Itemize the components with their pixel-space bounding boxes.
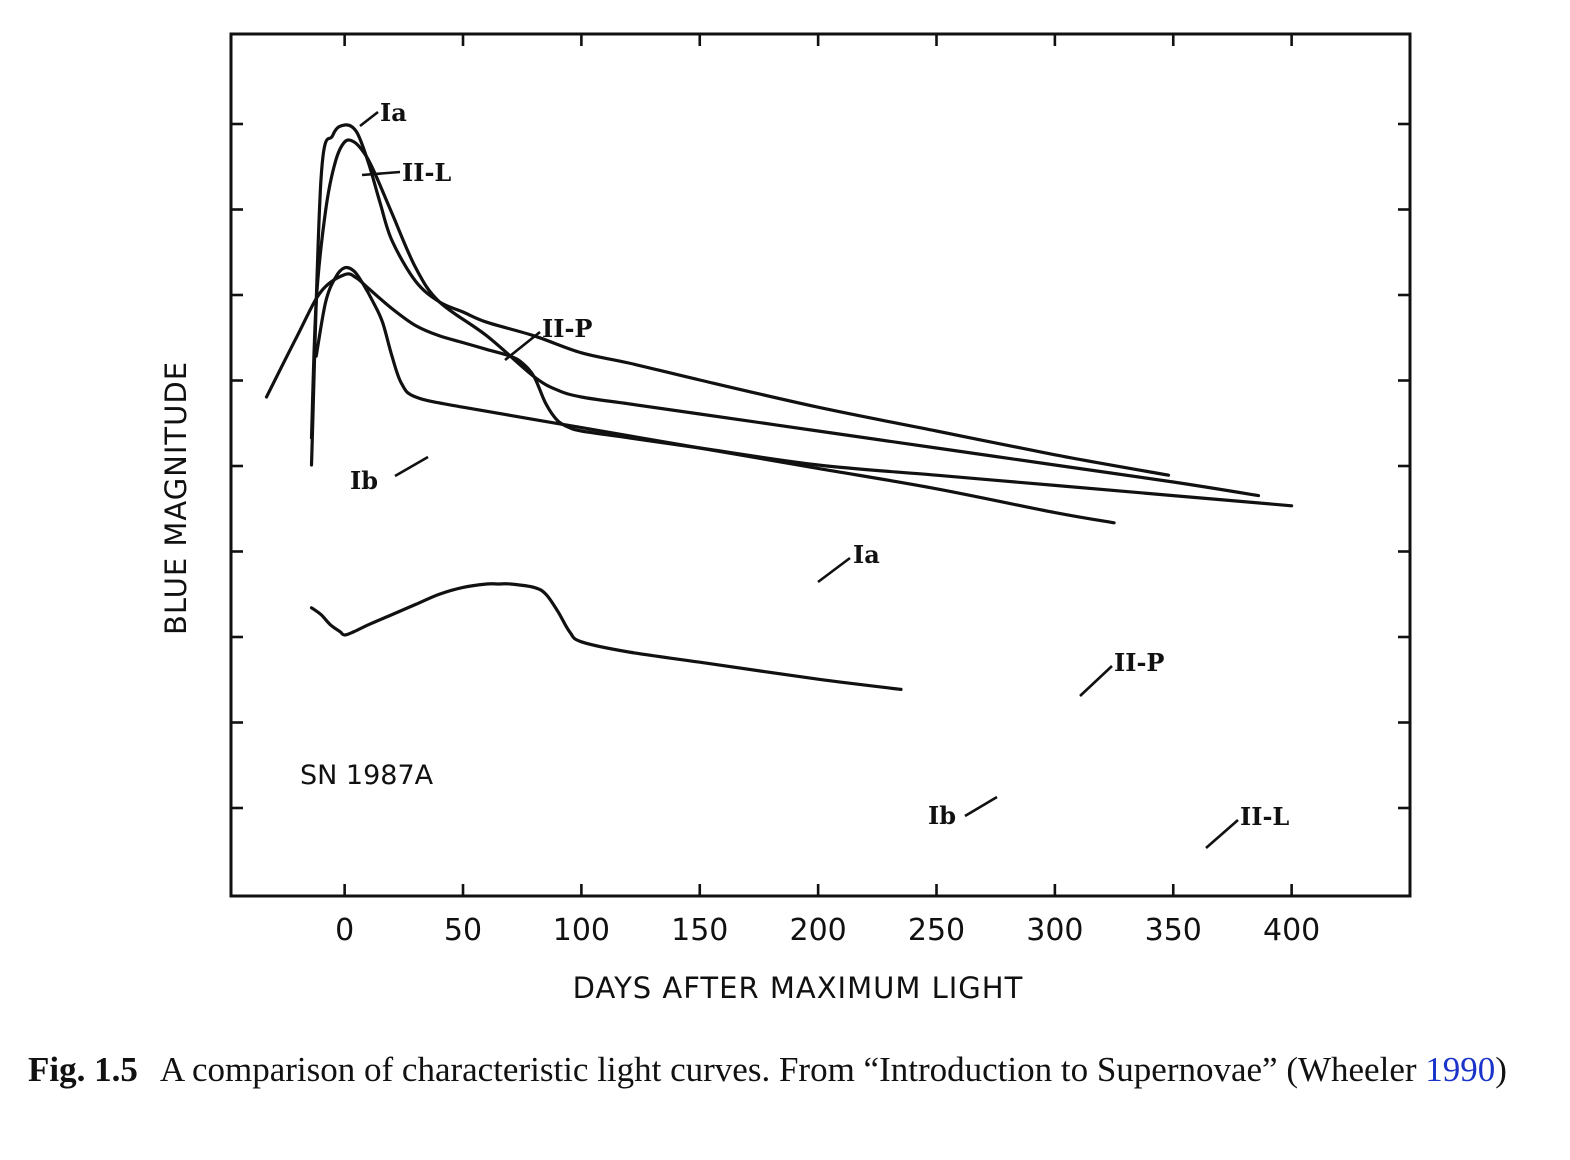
x-tick-label: 350 bbox=[1145, 913, 1202, 948]
curve-label-ia-top: Ia bbox=[380, 98, 407, 127]
x-tick-label: 400 bbox=[1263, 913, 1320, 948]
curve-ii-p bbox=[264, 272, 1294, 508]
figure-number: Fig. 1.5 bbox=[28, 1050, 138, 1089]
leader-ib-end bbox=[964, 795, 998, 818]
sn1987a-annotation: SN 1987A bbox=[300, 760, 434, 791]
leader-iil-top bbox=[361, 170, 401, 177]
curve-ia bbox=[309, 123, 1171, 477]
leader-ib-mid bbox=[394, 455, 429, 478]
curve-ii-l bbox=[309, 138, 1261, 498]
caption-closing: ) bbox=[1495, 1050, 1507, 1089]
reference-year-link[interactable]: 1990 bbox=[1425, 1050, 1496, 1089]
x-tick-label: 0 bbox=[335, 913, 354, 948]
x-tick-label: 300 bbox=[1026, 913, 1083, 948]
axis-ticks bbox=[231, 34, 1410, 896]
x-tick-label: 250 bbox=[908, 913, 965, 948]
x-tick-labels: 0 50 100 150 200 250 300 350 400 bbox=[335, 913, 1320, 948]
x-axis-title: DAYS AFTER MAXIMUM LIGHT bbox=[573, 971, 1024, 1005]
leader-iil-end bbox=[1205, 819, 1239, 849]
x-tick-label: 150 bbox=[671, 913, 728, 948]
curve-label-ib-end: Ib bbox=[928, 801, 956, 830]
leader-iip-end bbox=[1079, 665, 1113, 697]
curve-label-ib-mid: Ib bbox=[350, 466, 378, 495]
x-tick-label: 100 bbox=[553, 913, 610, 948]
caption-text: A comparison of characteristic light cur… bbox=[159, 1050, 1426, 1089]
curve-label-iip-end: II-P bbox=[1114, 648, 1164, 677]
curve-label-iip-mid: II-P bbox=[542, 314, 592, 343]
light-curve-chart: Ia II-L II-P Ib Ia II-P Ib II-L SN 1987A… bbox=[159, 32, 1412, 1005]
y-axis-title: BLUE MAGNITUDE bbox=[159, 361, 193, 635]
leader-iip-mid bbox=[504, 330, 541, 362]
curve-sn-1987a bbox=[309, 582, 903, 691]
x-tick-label: 50 bbox=[444, 913, 482, 948]
leader-ia-end bbox=[817, 556, 851, 584]
curve-ib bbox=[314, 265, 1116, 525]
curve-group bbox=[264, 123, 1294, 691]
leader-ia-top bbox=[359, 110, 379, 128]
figure-caption: Fig. 1.5 A comparison of characteristic l… bbox=[28, 1048, 1548, 1092]
curve-label-iil-end: II-L bbox=[1240, 802, 1289, 831]
x-tick-label: 200 bbox=[789, 913, 846, 948]
curve-label-iil-top: II-L bbox=[402, 158, 451, 187]
curve-label-ia-end: Ia bbox=[853, 540, 880, 569]
